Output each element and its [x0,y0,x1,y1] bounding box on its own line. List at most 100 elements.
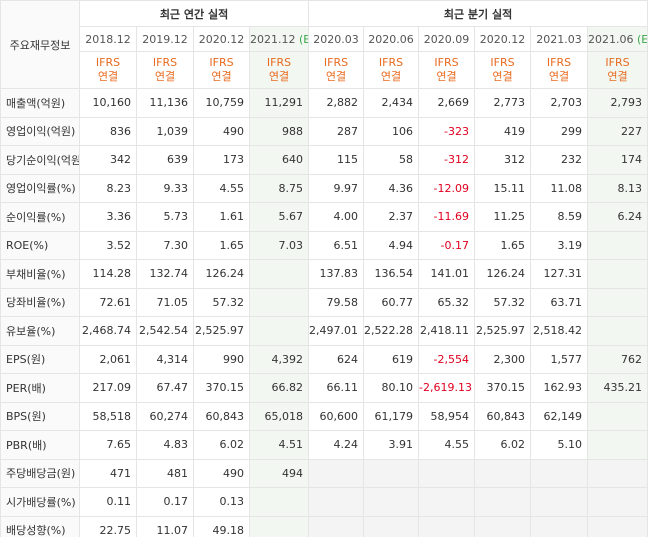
ifrs-consolidated-label: IFRS 연결 [79,51,137,89]
quarter-group-title: 최근 분기 실적 [308,0,648,27]
table-row: 영업이익(억원) 836 1,039 490 988 287 106 -323 419 299 22… [0,116,648,146]
table-cell: 15.11 [474,173,532,203]
table-cell: 435.21 [587,373,648,403]
ifrs-consolidated-label: IFRS 연결 [530,51,589,89]
row-label: EPS(원) [0,344,80,374]
row-label: PBR(배) [0,430,80,460]
table-cell: 4.51 [248,430,310,460]
table-cell [308,487,365,517]
table-cell: -2,554 [418,344,476,374]
financial-rows: 매출액(억원) 10,160 11,136 10,759 11,291 2,882 2,43… [0,88,648,537]
table-cell: 66.11 [308,373,365,403]
table-cell: 11.07 [136,515,194,537]
table-cell: -323 [418,116,476,146]
table-cell: 7.30 [136,230,194,260]
table-cell: 4.00 [308,202,365,232]
table-cell [530,458,589,488]
table-cell [587,458,648,488]
table-cell: 3.52 [79,230,137,260]
table-cell: 58,518 [79,401,137,431]
table-cell: 58 [363,145,420,175]
table-cell: 173 [193,145,250,175]
table-cell [530,515,589,537]
table-cell [248,259,310,289]
table-cell: 2,703 [530,88,589,118]
table-cell: 49.18 [193,515,250,537]
period-header: 2021.06 (E) [587,26,648,52]
table-cell: 1.65 [193,230,250,260]
table-cell: 60,843 [474,401,532,431]
period-header: 2020.06 [363,26,420,52]
table-cell: 988 [248,116,310,146]
ifrs-consolidated-label: IFRS 연결 [474,51,532,89]
table-cell: 58,954 [418,401,476,431]
ifrs-consolidated-label: IFRS 연결 [193,51,250,89]
table-cell: 2,418.11 [418,316,476,346]
table-cell: 370.15 [193,373,250,403]
table-cell: 80.10 [363,373,420,403]
table-cell: 174 [587,145,648,175]
period-header: 2020.12 [193,26,250,52]
table-cell [308,458,365,488]
table-cell: 5.67 [248,202,310,232]
table-cell: 3.19 [530,230,589,260]
table-cell: 2,061 [79,344,137,374]
table-cell: 2,542.54 [136,316,194,346]
table-cell: 4,392 [248,344,310,374]
table-cell: 106 [363,116,420,146]
table-cell: 61,179 [363,401,420,431]
table-cell: 65.32 [418,287,476,317]
table-cell: 126.24 [193,259,250,289]
table-cell: 72.61 [79,287,137,317]
table-cell: 342 [79,145,137,175]
row-label: PER(배) [0,373,80,403]
table-cell: 2,497.01 [308,316,365,346]
table-cell: 312 [474,145,532,175]
ifrs-consolidated-label: IFRS 연결 [308,51,365,89]
table-row: PER(배) 217.09 67.47 370.15 66.82 66.11 80.10 -2… [0,373,648,403]
table-cell: 8.13 [587,173,648,203]
table-cell: 57.32 [193,287,250,317]
table-cell: 762 [587,344,648,374]
table-cell: 490 [193,116,250,146]
table-cell: 640 [248,145,310,175]
table-cell: 7.03 [248,230,310,260]
table-cell: 490 [193,458,250,488]
period-header: 2019.12 [136,26,194,52]
table-cell: 10,160 [79,88,137,118]
table-cell: -12.09 [418,173,476,203]
table-cell [587,430,648,460]
period-header: 2020.09 [418,26,476,52]
table-cell [474,515,532,537]
table-cell [363,487,420,517]
table-row: 영업이익률(%) 8.23 9.33 4.55 8.75 9.97 4.36 -12.09 15… [0,173,648,203]
table-cell: 126.24 [474,259,532,289]
table-cell: 8.75 [248,173,310,203]
table-cell: 1.65 [474,230,532,260]
table-cell: 2,525.97 [474,316,532,346]
table-cell [308,515,365,537]
table-cell: 8.59 [530,202,589,232]
table-cell: 11,136 [136,88,194,118]
table-cell [248,487,310,517]
table-cell: 494 [248,458,310,488]
table-cell: 65,018 [248,401,310,431]
table-cell [418,458,476,488]
table-cell [474,458,532,488]
table-cell: 2,300 [474,344,532,374]
table-cell [248,515,310,537]
table-row: 순이익률(%) 3.36 5.73 1.61 5.67 4.00 2.37 -11.69 11.… [0,202,648,232]
table-cell: 287 [308,116,365,146]
table-cell: 136.54 [363,259,420,289]
table-cell: 4.36 [363,173,420,203]
table-cell: -0.17 [418,230,476,260]
table-cell [363,458,420,488]
table-cell: 624 [308,344,365,374]
corner-label: 주요재무정보 [0,0,80,89]
table-cell: 66.82 [248,373,310,403]
table-cell: 6.51 [308,230,365,260]
ifrs-consolidated-label: IFRS 연결 [136,51,194,89]
table-cell: 141.01 [418,259,476,289]
table-cell: 299 [530,116,589,146]
row-label: BPS(원) [0,401,80,431]
